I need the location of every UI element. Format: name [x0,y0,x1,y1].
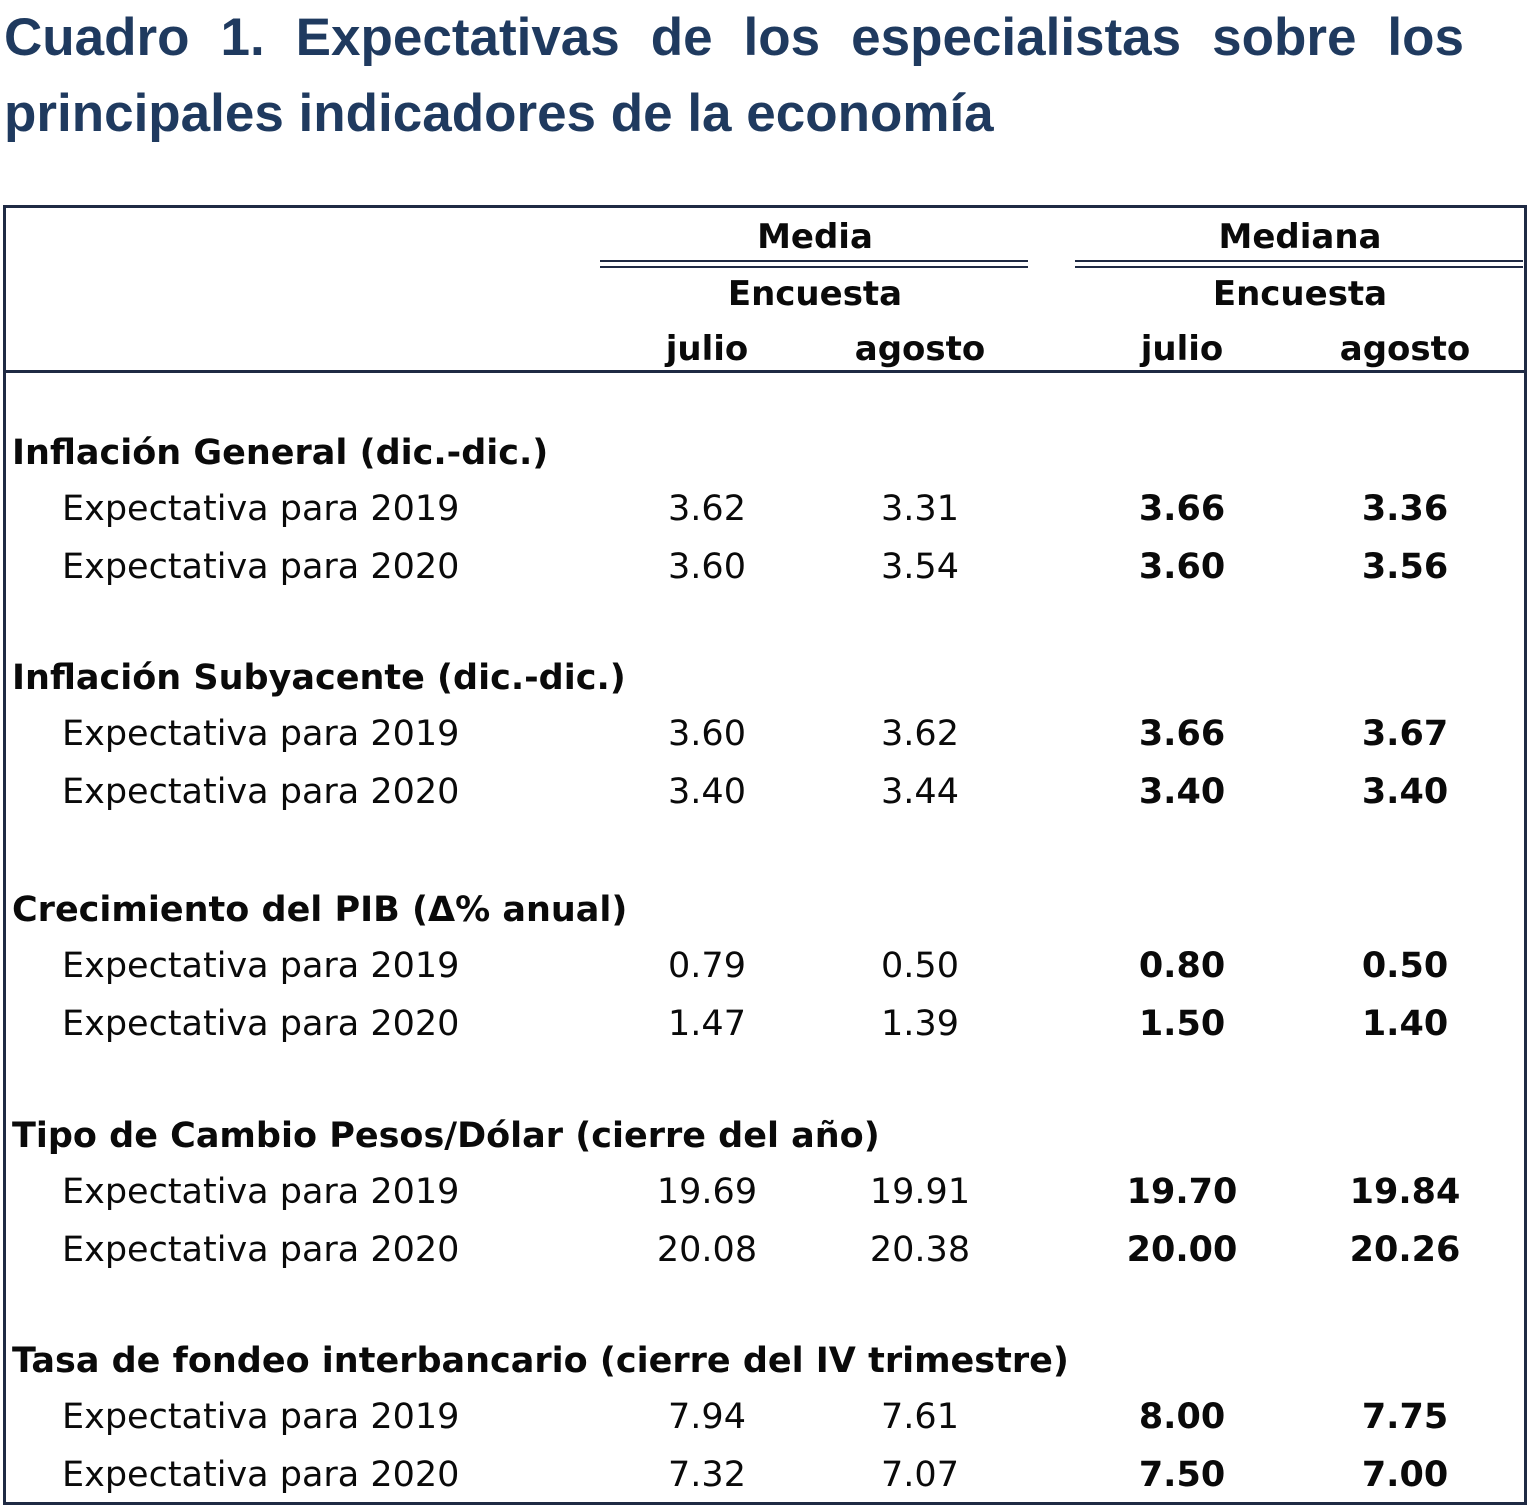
section-title: Tipo de Cambio Pesos/Dólar (cierre del a… [12,1116,880,1156]
row-label: Expectativa para 2019 [62,1397,460,1437]
cell-mediana-julio: 0.80 [1138,946,1226,986]
cell-media-agosto: 19.91 [869,1172,971,1212]
row-label: Expectativa para 2019 [62,946,460,986]
cell-media-agosto: 1.39 [881,1004,959,1044]
cell-mediana-agosto: 3.40 [1361,772,1449,812]
cell-media-julio: 3.40 [668,772,746,812]
cell-mediana-agosto: 3.56 [1361,547,1449,587]
section-title: Inflación Subyacente (dic.-dic.) [12,658,626,698]
mediana-group-rule [1075,260,1523,268]
section-title: Tasa de fondeo interbancario (cierre del… [12,1341,1069,1381]
cell-mediana-agosto: 1.40 [1361,1004,1449,1044]
cell-media-julio: 1.47 [668,1004,746,1044]
section-title: Inflación General (dic.-dic.) [12,433,549,473]
header-media-agosto: agosto [854,329,986,369]
cell-media-julio: 7.32 [668,1455,746,1495]
header-rule [3,370,1524,373]
header-mediana: Mediana [1218,217,1382,257]
cell-mediana-agosto: 7.75 [1361,1397,1449,1437]
row-label: Expectativa para 2020 [62,547,460,587]
cell-mediana-julio: 3.60 [1138,547,1226,587]
cell-mediana-julio: 3.66 [1138,489,1226,529]
cell-mediana-agosto: 0.50 [1361,946,1449,986]
row-label: Expectativa para 2019 [62,1172,460,1212]
cell-media-agosto: 3.62 [881,714,959,754]
cell-media-agosto: 7.07 [881,1455,959,1495]
cell-media-agosto: 3.44 [881,772,959,812]
cell-mediana-agosto: 7.00 [1361,1455,1449,1495]
cell-media-agosto: 20.38 [869,1230,971,1270]
cell-media-julio: 7.94 [668,1397,746,1437]
cell-media-agosto: 7.61 [881,1397,959,1437]
cell-mediana-julio: 20.00 [1126,1230,1238,1270]
header-media-julio: julio [665,329,749,369]
row-label: Expectativa para 2019 [62,489,460,529]
row-label: Expectativa para 2020 [62,1230,460,1270]
cell-media-julio: 3.60 [668,547,746,587]
table-title: Cuadro 1. Expectativas de los especialis… [4,8,1464,143]
cell-mediana-agosto: 3.36 [1361,489,1449,529]
cell-media-julio: 3.60 [668,714,746,754]
cell-mediana-julio: 3.66 [1138,714,1226,754]
cell-mediana-julio: 7.50 [1138,1455,1226,1495]
section-title: Crecimiento del PIB (Δ% anual) [12,890,628,930]
header-mediana-agosto: agosto [1339,329,1471,369]
cell-media-agosto: 3.31 [881,489,959,529]
cell-mediana-agosto: 3.67 [1361,714,1449,754]
cell-mediana-agosto: 19.84 [1349,1172,1461,1212]
header-encuesta-media: Encuesta [727,274,903,314]
row-label: Expectativa para 2020 [62,1004,460,1044]
cell-mediana-julio: 3.40 [1138,772,1226,812]
media-group-rule [600,260,1028,268]
row-label: Expectativa para 2020 [62,1455,460,1495]
cell-media-agosto: 0.50 [881,946,959,986]
cell-mediana-julio: 19.70 [1126,1172,1238,1212]
cell-mediana-agosto: 20.26 [1349,1230,1461,1270]
cell-media-julio: 3.62 [668,489,746,529]
cell-media-julio: 19.69 [656,1172,758,1212]
row-label: Expectativa para 2020 [62,772,460,812]
cell-media-agosto: 3.54 [881,547,959,587]
header-mediana-julio: julio [1140,329,1224,369]
cell-mediana-julio: 8.00 [1138,1397,1226,1437]
table-frame [3,205,1527,1505]
header-media: Media [757,217,873,257]
row-label: Expectativa para 2019 [62,714,460,754]
header-encuesta-mediana: Encuesta [1212,274,1388,314]
cell-media-julio: 0.79 [668,946,746,986]
cell-media-julio: 20.08 [656,1230,758,1270]
cell-mediana-julio: 1.50 [1138,1004,1226,1044]
